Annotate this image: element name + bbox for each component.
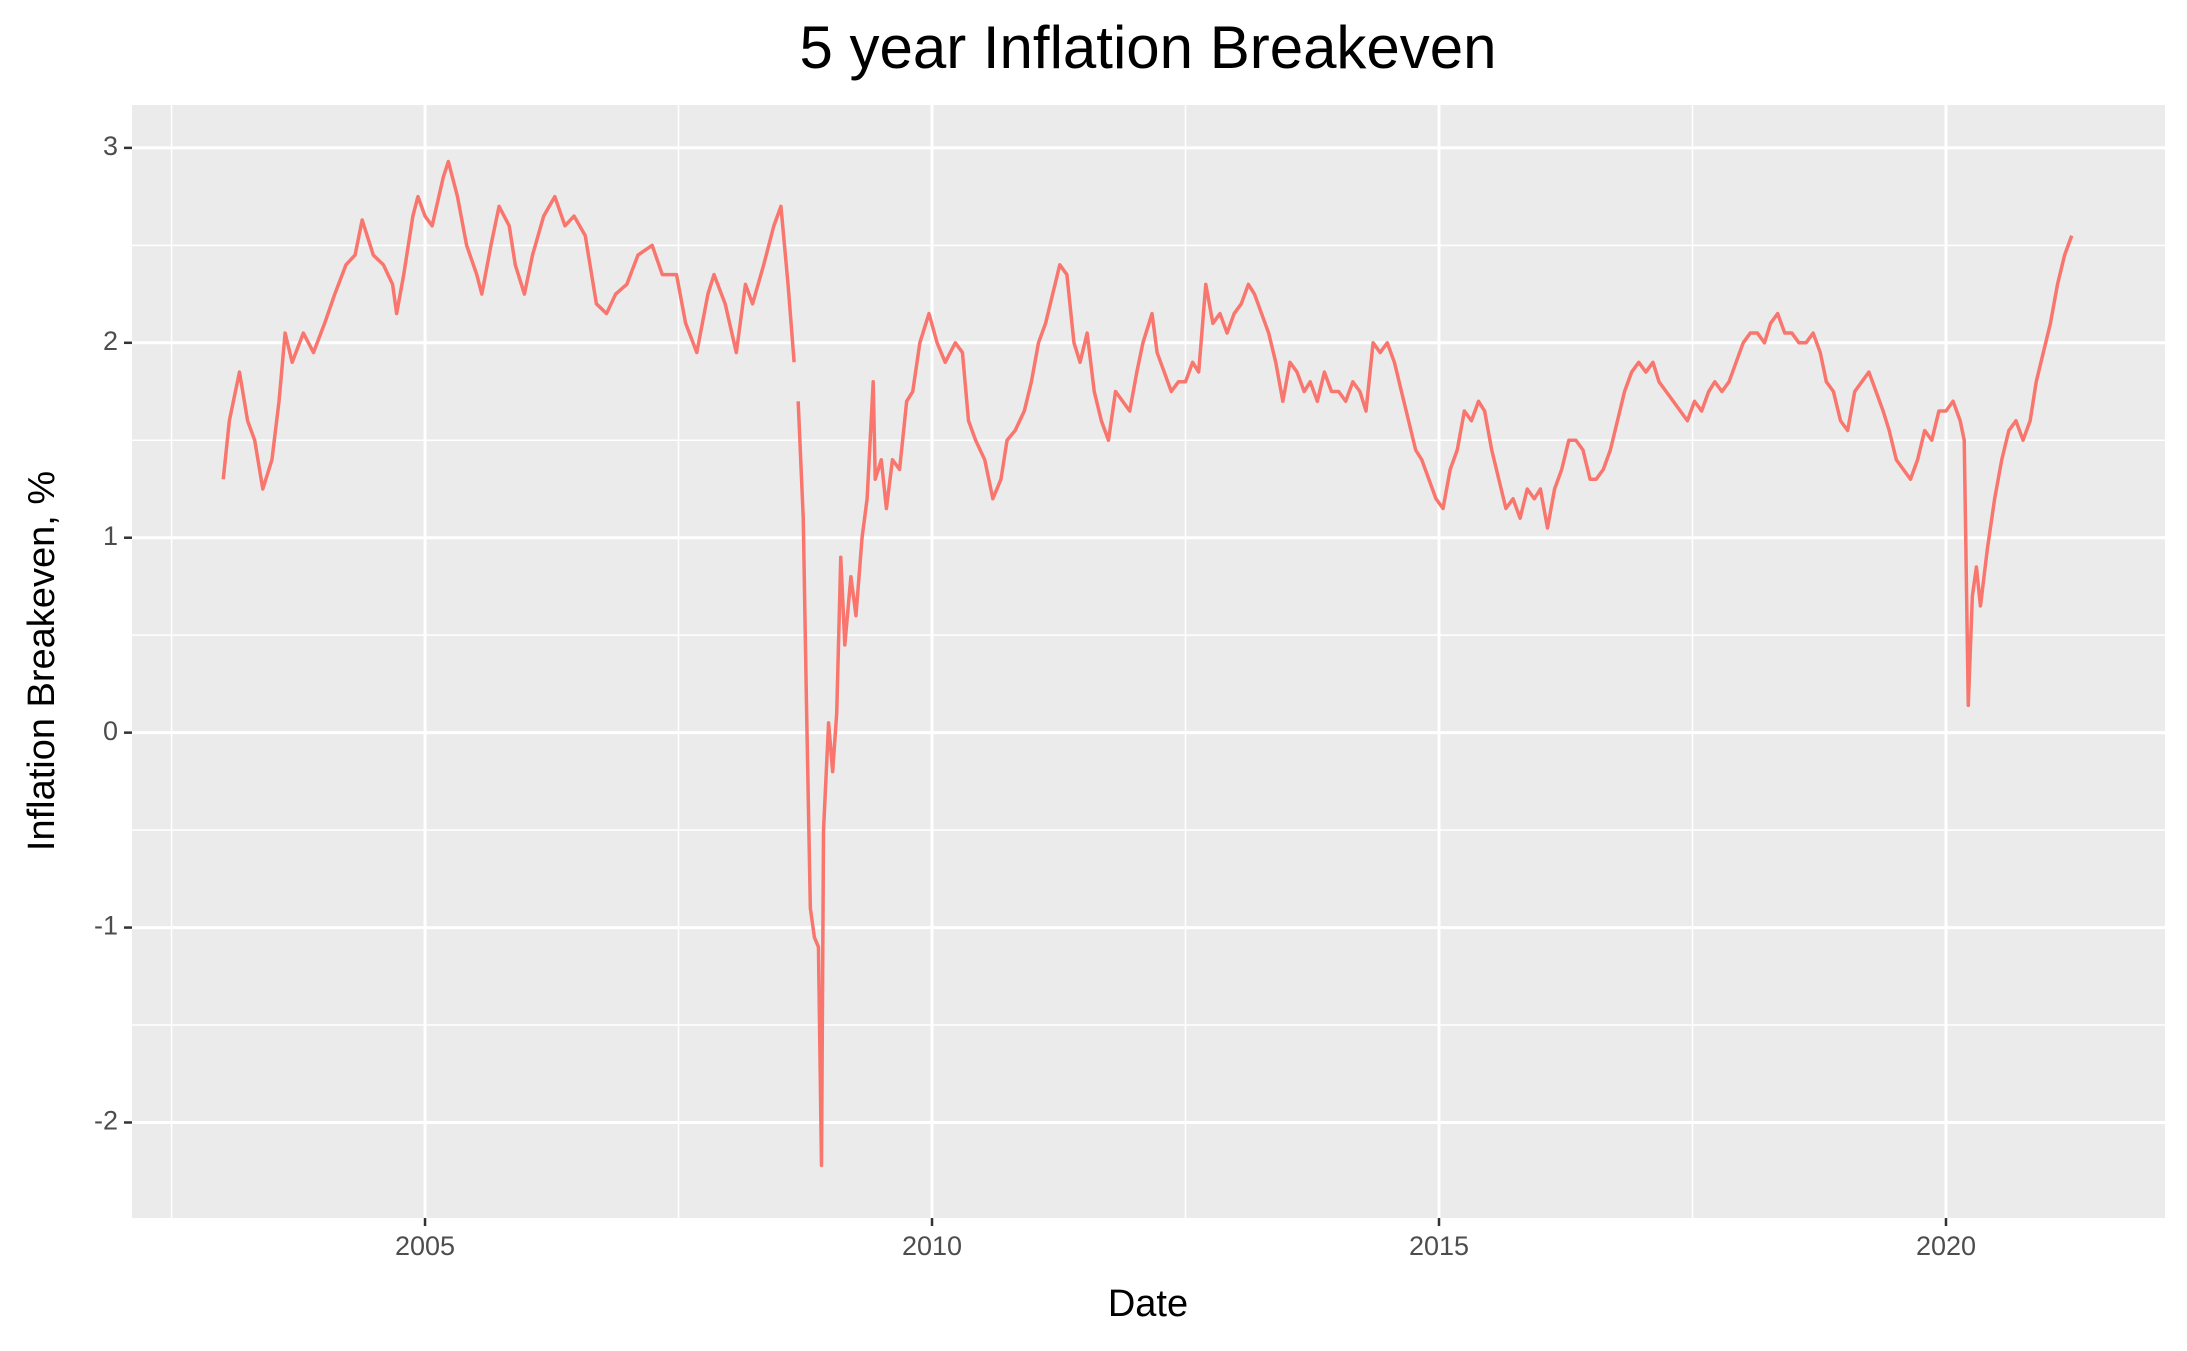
- y-axis-title: Inflation Breakeven, %: [21, 471, 63, 851]
- x-tick-label: 2020: [1916, 1231, 1976, 1261]
- x-tick-label: 2010: [902, 1231, 962, 1261]
- y-tick-label: -2: [94, 1106, 118, 1136]
- x-tick-label: 2015: [1409, 1231, 1469, 1261]
- panel: [132, 105, 2165, 1218]
- x-axis-title: Date: [1108, 1283, 1188, 1325]
- x-tick-label: 2005: [395, 1231, 455, 1261]
- y-tick-label: -1: [94, 911, 118, 941]
- y-tick-label: 1: [103, 521, 118, 551]
- data-line: [221, 159, 2074, 1168]
- chart-title: 5 year Inflation Breakeven: [799, 14, 1496, 81]
- y-tick-label: 2: [103, 326, 118, 356]
- y-tick-label: 0: [103, 716, 118, 746]
- y-tick-label: 3: [103, 131, 118, 161]
